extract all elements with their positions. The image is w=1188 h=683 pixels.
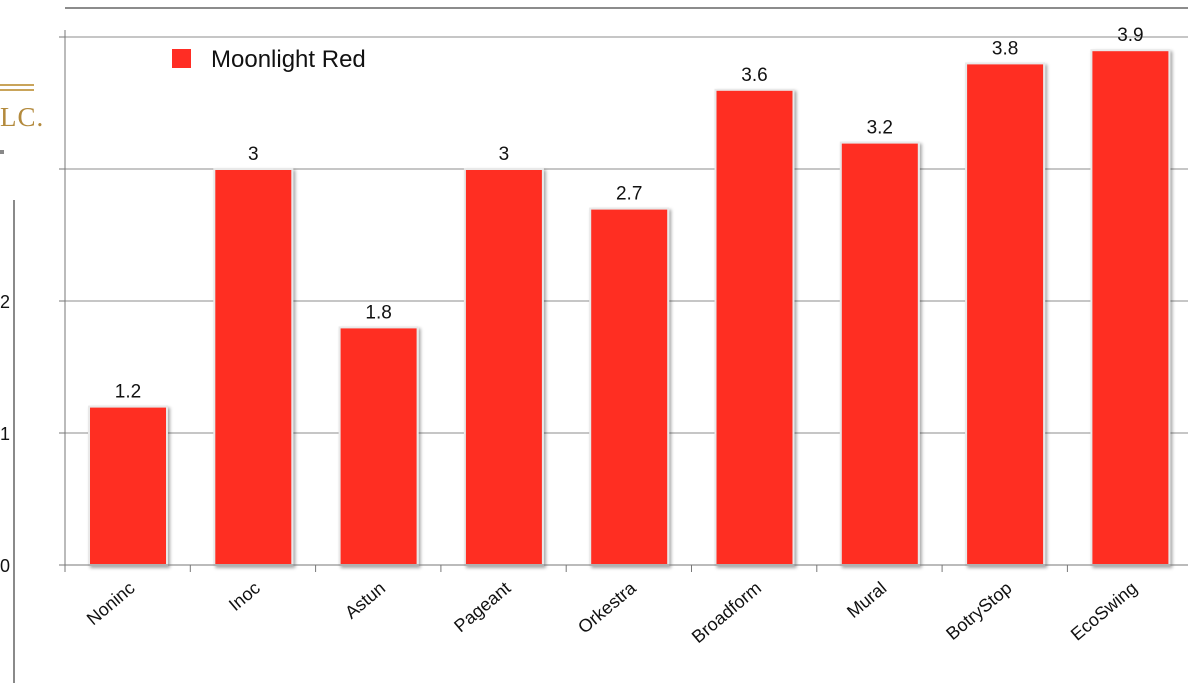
legend: Moonlight Red <box>172 46 366 73</box>
bar <box>1090 49 1171 566</box>
bar <box>714 88 795 567</box>
bar <box>88 405 168 566</box>
bars <box>88 49 1171 567</box>
data-label: 2.7 <box>616 184 642 205</box>
data-label: 3.6 <box>741 65 767 86</box>
data-label: 3.9 <box>1117 25 1143 46</box>
bar <box>965 62 1046 567</box>
y-tick-label: 1 <box>0 424 10 444</box>
x-tick-label: Inoc <box>225 578 264 615</box>
x-tick-label: BotryStop <box>942 578 1015 644</box>
bar <box>338 326 419 566</box>
data-labels: 1.2 3 1.8 3 2.7 3.6 3.2 3.8 3.9 <box>115 25 1144 402</box>
logo-rule-top <box>0 84 34 86</box>
logo-text: LC. <box>0 102 45 132</box>
x-tick-label: EcoSwing <box>1067 578 1141 645</box>
data-label: 1.2 <box>115 382 141 403</box>
bar <box>463 168 544 566</box>
y-tick-label: 2 <box>0 292 10 312</box>
x-tick-label: Mural <box>843 578 890 622</box>
data-label: 3.2 <box>867 118 893 139</box>
left-divider <box>13 200 15 683</box>
y-tick-label: 0 <box>0 556 10 576</box>
data-label: 3 <box>499 144 510 165</box>
x-tick-label: Pageant <box>450 578 514 636</box>
x-tick-label: Astun <box>341 578 389 623</box>
bar <box>213 168 294 566</box>
x-tick-label: Broadform <box>688 578 765 647</box>
data-label: 3 <box>248 144 259 165</box>
x-tick-label: Noninc <box>83 578 139 629</box>
company-logo: LC. <box>0 78 45 158</box>
x-tick-label: Orkestra <box>574 577 640 637</box>
bar <box>839 141 920 566</box>
logo-rule-bottom <box>0 89 34 91</box>
legend-swatch <box>172 49 191 68</box>
logo-dot <box>0 150 4 154</box>
data-label: 3.8 <box>992 38 1018 59</box>
data-label: 1.8 <box>365 302 391 323</box>
legend-label: Moonlight Red <box>211 46 366 73</box>
bar <box>589 207 670 566</box>
